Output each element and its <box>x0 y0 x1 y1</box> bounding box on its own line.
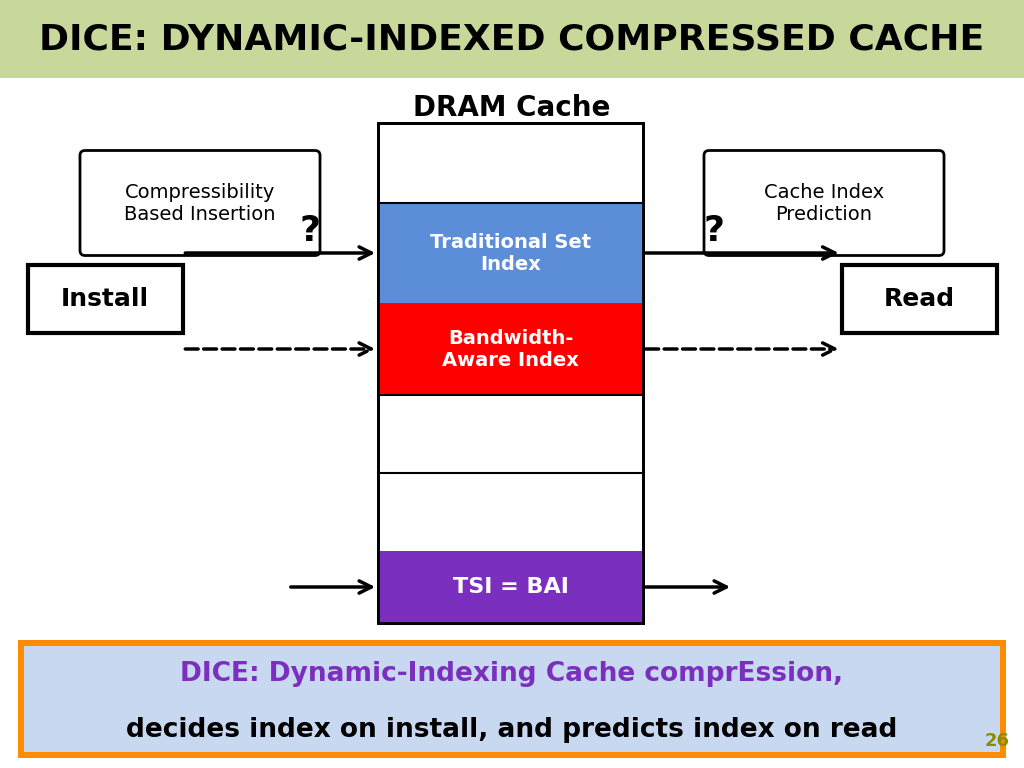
Text: Compressibility
Based Insertion: Compressibility Based Insertion <box>124 183 275 223</box>
Text: Traditional Set
Index: Traditional Set Index <box>430 233 591 273</box>
Text: DICE: DYNAMIC-INDEXED COMPRESSED CACHE: DICE: DYNAMIC-INDEXED COMPRESSED CACHE <box>39 22 985 56</box>
Bar <box>378 303 643 395</box>
Bar <box>28 265 182 333</box>
Text: Bandwidth-
Aware Index: Bandwidth- Aware Index <box>442 329 579 369</box>
Text: ?: ? <box>703 214 725 248</box>
Bar <box>378 203 643 303</box>
FancyBboxPatch shape <box>80 151 319 256</box>
Bar <box>378 123 643 623</box>
Text: Cache Index
Prediction: Cache Index Prediction <box>764 183 884 223</box>
Text: Read: Read <box>884 287 954 311</box>
FancyBboxPatch shape <box>705 151 944 256</box>
Text: DRAM Cache: DRAM Cache <box>414 94 610 122</box>
Bar <box>378 123 643 623</box>
Bar <box>24 646 1000 752</box>
Text: Install: Install <box>61 287 150 311</box>
Bar <box>378 551 643 623</box>
Text: DICE: Dynamic-Indexing Cache comprEssion,: DICE: Dynamic-Indexing Cache comprEssion… <box>180 661 844 687</box>
Text: decides index on install, and predicts index on read: decides index on install, and predicts i… <box>126 717 898 743</box>
Text: ?: ? <box>299 214 321 248</box>
Bar <box>842 265 996 333</box>
Bar <box>18 640 1006 758</box>
Bar <box>0 0 1024 78</box>
Text: TSI = BAI: TSI = BAI <box>453 577 568 597</box>
Text: 26: 26 <box>985 732 1010 750</box>
